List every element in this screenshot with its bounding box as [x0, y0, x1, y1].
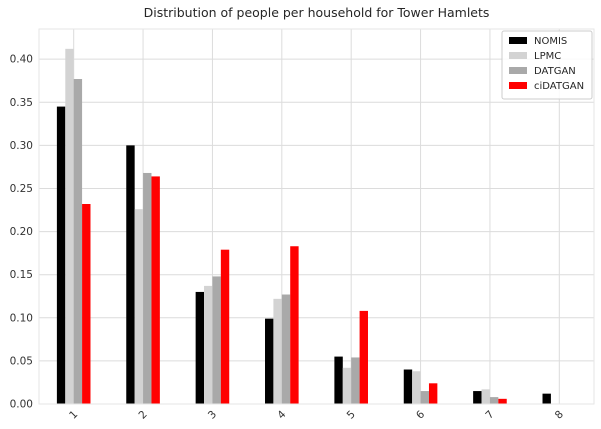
bar-nomis-8	[542, 393, 551, 404]
bar-datgan-7	[489, 397, 499, 404]
legend-swatch-lpmc	[509, 52, 527, 59]
bar-lpmc-2	[134, 209, 144, 404]
bar-datgan-1	[73, 79, 83, 404]
legend-swatch-nomis	[509, 37, 527, 44]
bar-cidatgan-6	[428, 383, 438, 404]
bar-cidatgan-5	[359, 310, 368, 404]
bar-nomis-4	[265, 318, 274, 404]
bar-nomis-5	[334, 356, 343, 404]
x-tick-label: 1	[67, 408, 80, 421]
legend-label-datgan: DATGAN	[534, 66, 576, 77]
bar-lpmc-7	[481, 389, 490, 404]
bar-datgan-6	[420, 391, 429, 404]
x-tick-label: 4	[275, 408, 288, 421]
y-tick-label: 0.15	[10, 269, 33, 281]
x-tick-label: 7	[483, 408, 496, 421]
plot-frame	[38, 28, 595, 405]
x-tick-label: 6	[414, 408, 427, 421]
bar-lpmc-5	[342, 367, 352, 404]
bar-lpmc-6	[412, 371, 421, 404]
chart-title: Distribution of people per household for…	[144, 5, 490, 20]
bar-datgan-4	[281, 294, 291, 404]
y-tick-label: 0.30	[10, 140, 33, 152]
bar-cidatgan-7	[498, 398, 507, 404]
y-tick-label: 0.20	[10, 226, 33, 238]
bar-cidatgan-2	[151, 176, 160, 404]
legend: NOMIS LPMC DATGAN ciDATGAN	[501, 30, 593, 100]
bar-lpmc-3	[204, 285, 213, 404]
bar-datgan-2	[143, 172, 152, 404]
y-tick-label: 0.40	[10, 54, 33, 66]
y-tick-label: 0.10	[10, 312, 33, 324]
bars	[56, 48, 551, 405]
bar-datgan-5	[351, 357, 360, 404]
x-tick-label: 3	[206, 408, 219, 421]
x-tick-label: 8	[553, 408, 566, 421]
x-tick-label: 5	[345, 408, 358, 421]
legend-swatch-cidatgan	[509, 82, 527, 89]
legend-label-nomis: NOMIS	[534, 36, 567, 47]
bar-nomis-6	[403, 369, 413, 404]
legend-label-lpmc: LPMC	[534, 51, 561, 62]
bar-nomis-2	[126, 145, 135, 404]
bar-nomis-3	[195, 291, 205, 404]
bar-cidatgan-3	[220, 249, 230, 404]
bar-nomis-7	[473, 391, 482, 404]
legend-swatch-datgan	[509, 67, 527, 74]
bar-cidatgan-4	[290, 246, 299, 404]
y-tick-label: 0.00	[10, 399, 33, 411]
y-tick-label: 0.05	[10, 355, 33, 367]
x-tick-label: 2	[136, 408, 149, 421]
y-tick-label: 0.35	[10, 97, 33, 109]
bar-lpmc-4	[273, 298, 282, 404]
y-tick-label: 0.25	[10, 183, 33, 195]
axes: 0.00 0.05 0.10 0.15 0.20 0.25 0.30 0.35 0.40 1 2 3 4…	[10, 28, 595, 422]
bar-lpmc-1	[65, 48, 74, 405]
legend-label-cidatgan: ciDATGAN	[534, 81, 584, 92]
bar-nomis-1	[56, 106, 66, 404]
bar-cidatgan-1	[82, 204, 91, 404]
bar-datgan-3	[212, 276, 221, 404]
